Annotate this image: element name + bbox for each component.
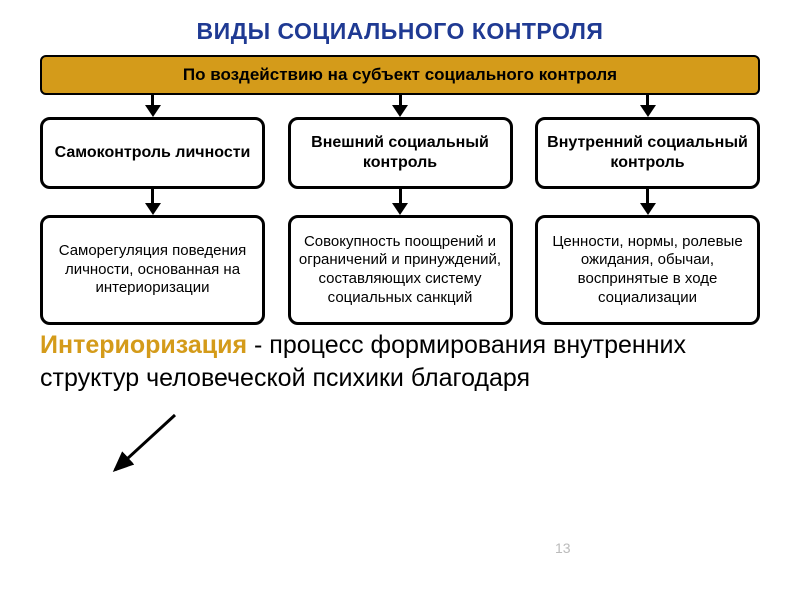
column-title-box: Самоконтроль личности [40,117,265,189]
header-text: По воздействию на субъект социального ко… [183,65,617,84]
column-title-text: Внешний социальный контроль [299,133,502,173]
definition-term: Интериоризация [40,331,247,359]
row-titles: Самоконтроль личности Внешний социальный … [40,117,760,189]
column-title-text: Внутренний социальный контроль [546,133,749,173]
arrow-row-2 [40,189,760,215]
row-descs: Саморегуляция поведения личности, основа… [40,215,760,325]
arrow-down-icon [392,95,408,117]
column-title-box: Внешний социальный контроль [288,117,513,189]
column-desc-box: Совокупность поощ­рений и ограничений и … [288,215,513,325]
column-desc-text: Саморегуляция поведения личности, основа… [51,242,254,298]
arrow-down-icon [392,189,408,215]
column-desc-text: Совокупность поощ­рений и ограничений и … [299,233,502,308]
column-desc-box: Ценности, нормы, ролевые ожидания, обыча… [535,215,760,325]
column-title-box: Внутренний социальный контроль [535,117,760,189]
arrow-row-1 [40,95,760,117]
definition-text: Интериоризация - процесс формирования вн… [40,325,760,394]
arrow-down-icon [640,95,656,117]
header-box: По воздействию на субъект социального ко… [40,55,760,95]
arrow-down-icon [145,189,161,215]
column-title-text: Самоконтроль личности [55,143,251,163]
arrow-down-icon [640,189,656,215]
page-number: 13 [555,540,571,556]
column-desc-box: Саморегуляция поведения личности, основа… [40,215,265,325]
arrow-down-icon [145,95,161,117]
column-desc-text: Ценности, нормы, ролевые ожидания, обыча… [546,233,749,308]
page-title: ВИДЫ СОЦИАЛЬНОГО КОНТРОЛЯ [0,0,800,55]
title-text: ВИДЫ СОЦИАЛЬНОГО КОНТРОЛЯ [197,18,604,44]
